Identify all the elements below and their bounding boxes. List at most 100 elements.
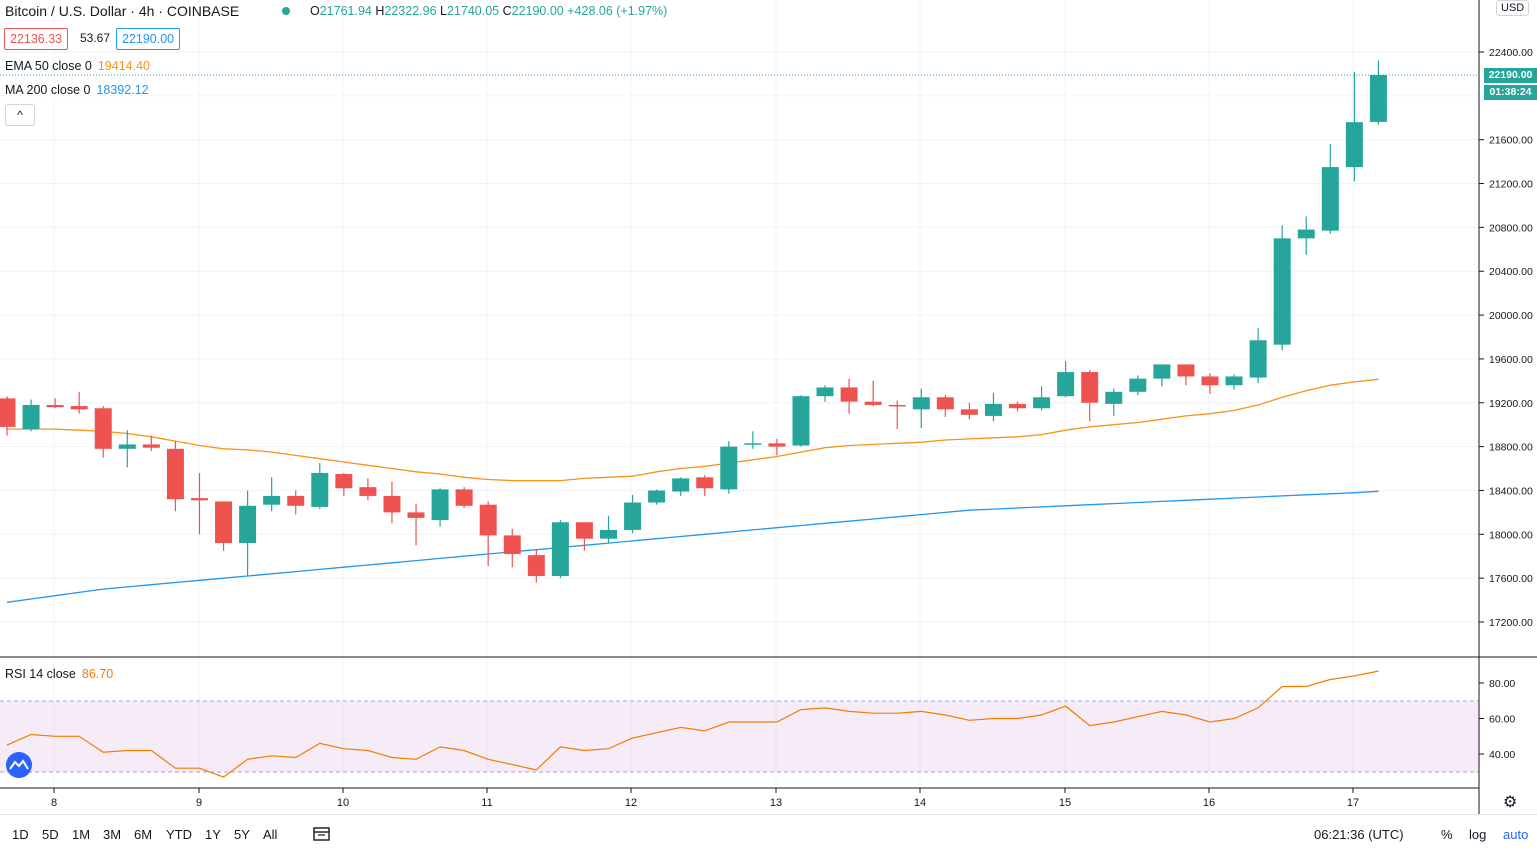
ma200-path bbox=[6, 490, 1379, 603]
ema-value: 19414.40 bbox=[97, 59, 150, 73]
candle-body bbox=[142, 444, 160, 448]
candle-body bbox=[287, 495, 305, 506]
rsi-tick-label: 80.00 bbox=[1489, 678, 1515, 690]
buy-price-button[interactable]: 22190.00 bbox=[116, 28, 181, 50]
price-tick-label: 17600.00 bbox=[1489, 573, 1533, 585]
candle-body bbox=[840, 387, 858, 402]
candle-body bbox=[335, 474, 353, 489]
candle-body bbox=[1201, 376, 1219, 386]
candle-body bbox=[936, 397, 954, 410]
candle-body bbox=[768, 443, 786, 447]
range-all-button[interactable]: All bbox=[263, 827, 278, 842]
ema-label: EMA 50 close 0 bbox=[5, 59, 92, 73]
candle-body bbox=[864, 401, 882, 405]
currency-button[interactable]: USD bbox=[1496, 0, 1530, 16]
time-axis[interactable]: 8 9 10 11 12 13 14 15 16 17 bbox=[51, 788, 1359, 809]
price-tick-label: 17200.00 bbox=[1489, 617, 1533, 629]
symbol-title[interactable]: Bitcoin / U.S. Dollar · 4h · COINBASE bbox=[5, 3, 240, 19]
candle-body bbox=[1177, 364, 1195, 377]
auto-scale-toggle[interactable]: auto bbox=[1503, 827, 1529, 842]
candle-body bbox=[1009, 403, 1027, 409]
rsi-tick-label: 40.00 bbox=[1489, 749, 1515, 761]
candle-body bbox=[696, 477, 714, 489]
candle-body bbox=[648, 490, 666, 503]
ema50-line bbox=[7, 378, 1379, 482]
candle-body bbox=[816, 387, 834, 397]
time-tick-label: 9 bbox=[196, 797, 202, 809]
price-axis[interactable]: 22400.00 21600.00 21200.00 20800.00 20400.00… bbox=[1479, 47, 1533, 629]
candle-body bbox=[960, 409, 978, 415]
candle-body bbox=[46, 404, 64, 408]
candle-body bbox=[1225, 376, 1243, 386]
range-1y-button[interactable]: 1Y bbox=[205, 827, 221, 842]
candle-body bbox=[407, 512, 425, 518]
candle-body bbox=[1153, 364, 1171, 379]
range-1d-button[interactable]: 1D bbox=[12, 827, 29, 842]
ma-legend[interactable]: MA 200 close 0 18392.12 bbox=[5, 83, 149, 97]
time-tick-label: 15 bbox=[1059, 797, 1071, 809]
rsi-axis: 80.00 60.00 40.00 bbox=[1479, 678, 1515, 761]
ma-value: 18392.12 bbox=[96, 83, 149, 97]
time-tick-label: 14 bbox=[914, 797, 926, 809]
time-tick-label: 17 bbox=[1347, 797, 1359, 809]
candle-body bbox=[1369, 75, 1387, 122]
rsi-overbought-band bbox=[0, 701, 1479, 772]
candle-body bbox=[311, 472, 329, 507]
bar-countdown-label: 01:38:24 bbox=[1484, 85, 1537, 101]
range-5d-button[interactable]: 5D bbox=[42, 827, 59, 842]
candle-body bbox=[624, 502, 642, 530]
ema-legend[interactable]: EMA 50 close 0 19414.40 bbox=[5, 59, 150, 73]
candle-body bbox=[912, 397, 930, 410]
range-6m-button[interactable]: 6M bbox=[134, 827, 153, 842]
candle-body bbox=[239, 505, 257, 544]
candle-body bbox=[166, 448, 184, 500]
range-3m-button[interactable]: 3M bbox=[103, 827, 122, 842]
price-tick-label: 19200.00 bbox=[1489, 398, 1533, 410]
log-scale-toggle[interactable]: log bbox=[1469, 827, 1487, 842]
candle-body bbox=[94, 408, 112, 449]
tradingview-logo-icon[interactable] bbox=[6, 752, 32, 778]
price-tick-label: 22400.00 bbox=[1489, 47, 1533, 59]
candle-body bbox=[118, 444, 136, 449]
candle-body bbox=[1273, 238, 1291, 345]
collapse-legend-button[interactable]: ^ bbox=[5, 104, 35, 126]
rsi-path bbox=[6, 670, 1379, 778]
price-tick-label: 18800.00 bbox=[1489, 442, 1533, 454]
candle-body bbox=[383, 495, 401, 513]
candle-body bbox=[1057, 372, 1075, 397]
candle-body bbox=[359, 487, 377, 496]
time-tick-label: 16 bbox=[1203, 797, 1215, 809]
percent-scale-toggle[interactable]: % bbox=[1441, 827, 1453, 842]
rsi-line bbox=[6, 670, 1379, 778]
candle-body bbox=[1129, 378, 1147, 392]
candle-body bbox=[575, 522, 593, 539]
candle-body bbox=[22, 404, 40, 430]
gear-icon[interactable]: ⚙ bbox=[1503, 794, 1518, 811]
open-value: 21761.94 bbox=[319, 4, 372, 18]
high-label: H bbox=[375, 4, 385, 18]
price-tick-label: 18000.00 bbox=[1489, 529, 1533, 541]
range-ytd-button[interactable]: YTD bbox=[166, 827, 192, 842]
low-value: 21740.05 bbox=[446, 4, 500, 18]
price-tick-label: 21200.00 bbox=[1489, 179, 1533, 191]
price-tick-label: 20800.00 bbox=[1489, 222, 1533, 234]
rsi-legend[interactable]: RSI 14 close 86.70 bbox=[5, 667, 113, 681]
range-1m-button[interactable]: 1M bbox=[72, 827, 91, 842]
market-status-icon bbox=[282, 7, 290, 15]
time-tick-label: 12 bbox=[625, 797, 637, 809]
candle-body bbox=[1105, 391, 1123, 404]
price-tick-label: 18400.00 bbox=[1489, 485, 1533, 497]
candle-body bbox=[431, 489, 449, 521]
candle-body bbox=[70, 406, 88, 410]
utc-clock[interactable]: 06:21:36 (UTC) bbox=[1314, 827, 1404, 842]
price-tick-label: 20000.00 bbox=[1489, 310, 1533, 322]
time-tick-label: 8 bbox=[51, 797, 57, 809]
sell-price-button[interactable]: 22136.33 bbox=[4, 28, 69, 50]
ma-label: MA 200 close 0 bbox=[5, 83, 91, 97]
range-5y-button[interactable]: 5Y bbox=[234, 827, 250, 842]
grid-lines bbox=[0, 0, 1479, 788]
candle-body bbox=[455, 489, 473, 506]
date-range-icon[interactable] bbox=[313, 826, 331, 842]
rsi-value: 86.70 bbox=[81, 667, 114, 681]
